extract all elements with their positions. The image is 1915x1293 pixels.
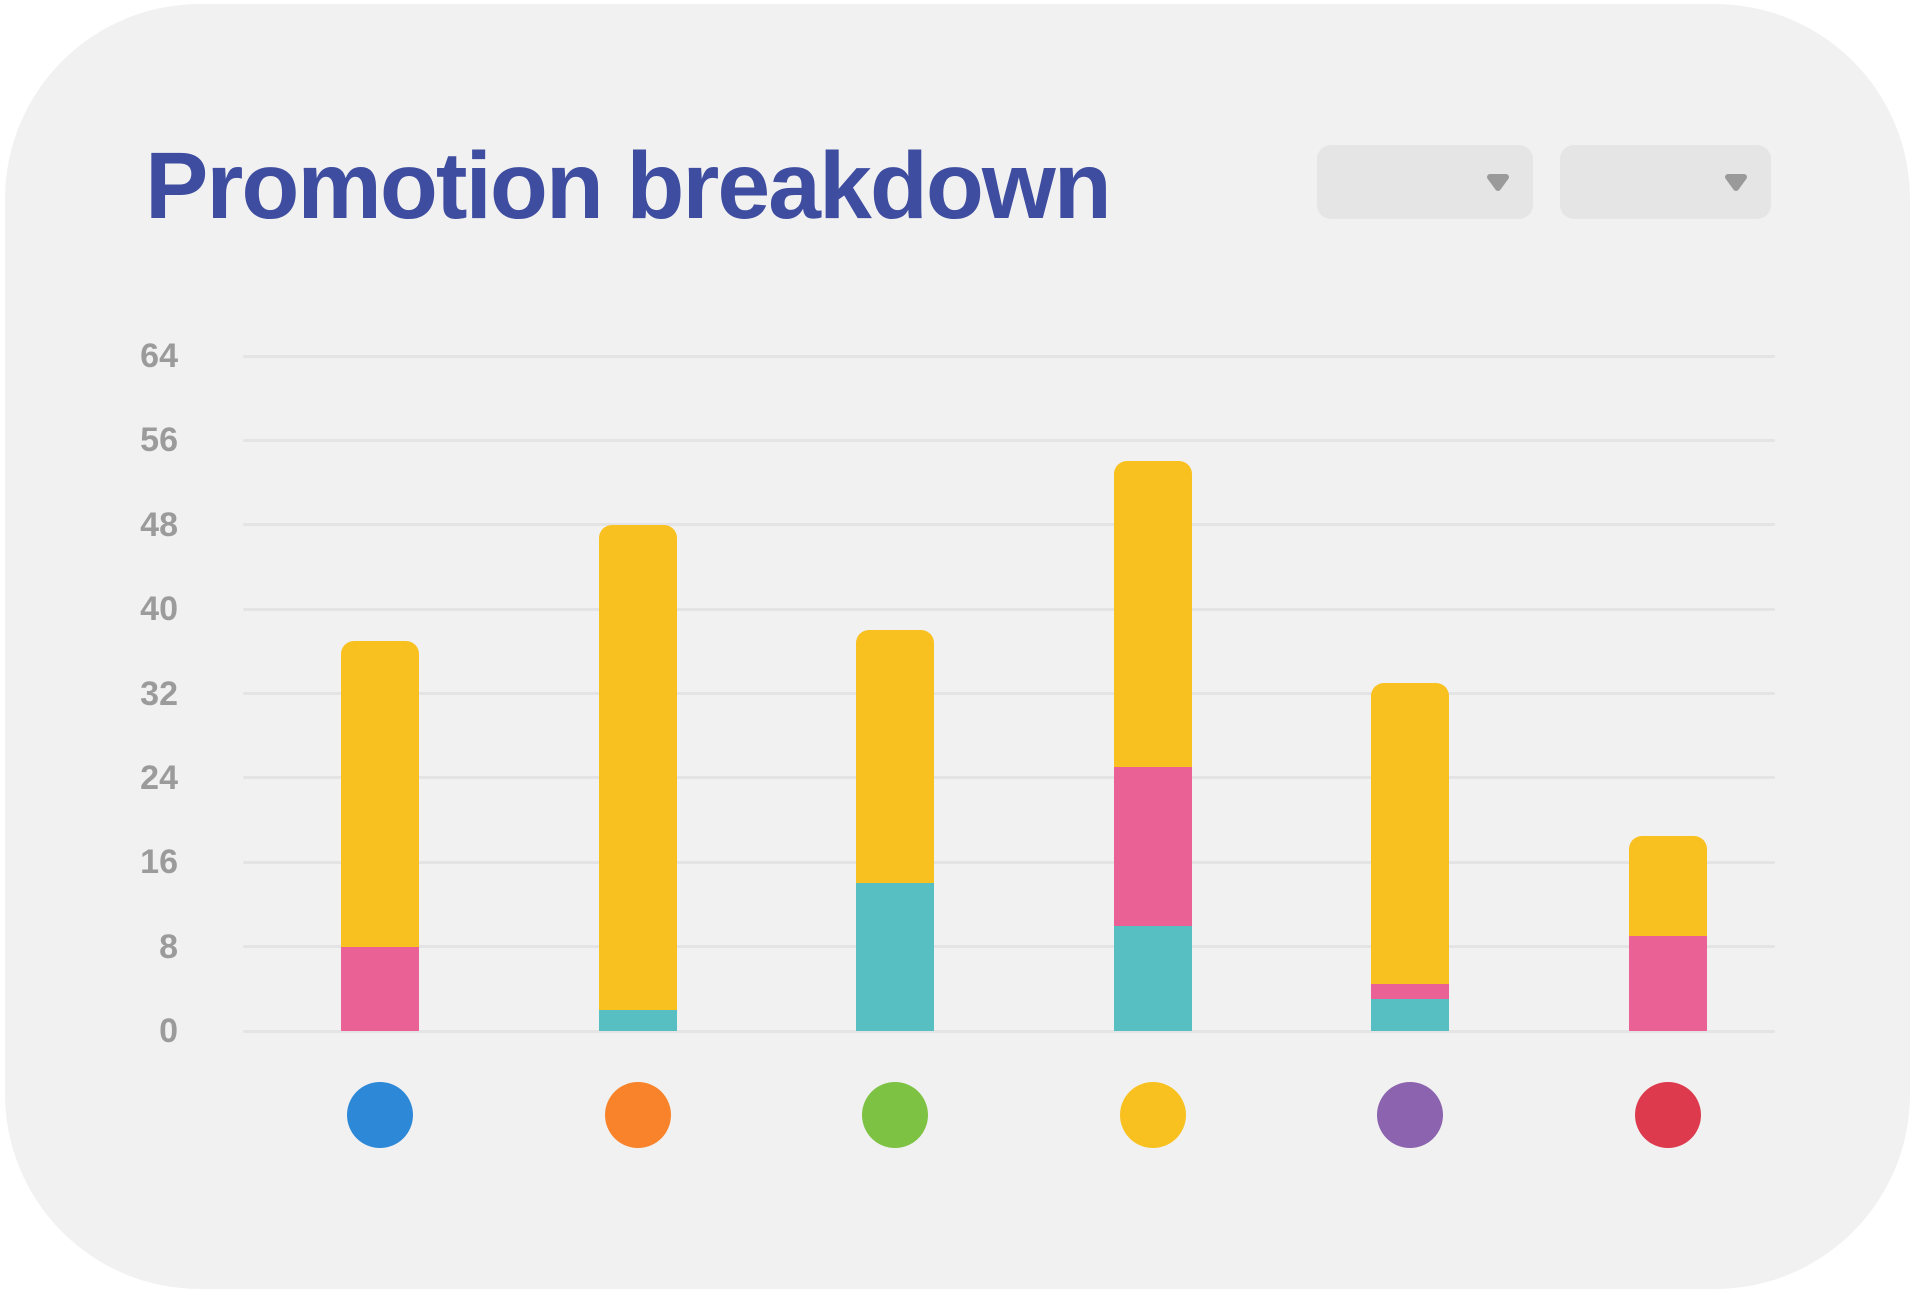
chevron-down-icon: [1723, 172, 1749, 192]
gridline: [243, 692, 1775, 695]
category-dot-red-dot: [1635, 1082, 1701, 1148]
bar-column-red-dot[interactable]: [1629, 835, 1707, 1031]
gridline: [243, 607, 1775, 611]
y-axis-tick-label: 0: [159, 1012, 178, 1050]
filter-dropdown-2[interactable]: [1560, 145, 1771, 219]
bar-segment-teal: [598, 1009, 677, 1031]
y-axis-tick-label: 40: [140, 590, 178, 629]
bar-segment-teal: [856, 883, 935, 1031]
bar-segment-pink: [341, 946, 419, 1031]
category-dot-blue-dot: [347, 1082, 413, 1148]
bar-segment-yellow: [1629, 835, 1707, 937]
bar-segment-yellow: [1371, 682, 1450, 984]
bar-segment-pink: [1113, 767, 1192, 926]
gridline: [243, 776, 1775, 780]
gridline: [243, 354, 1775, 358]
y-axis-tick-label: 32: [140, 674, 178, 713]
gridline: [243, 1029, 1775, 1033]
y-axis-tick-label: 64: [140, 337, 178, 375]
chevron-down-icon: [1485, 172, 1511, 192]
y-axis-tick-label: 16: [140, 843, 178, 882]
bar-segment-pink: [1629, 936, 1707, 1031]
category-dot-green-dot: [862, 1082, 929, 1148]
bar-segment-yellow: [598, 524, 677, 1010]
bar-column-purple-dot[interactable]: [1371, 682, 1450, 1031]
bar-column-orange-dot[interactable]: [598, 524, 677, 1031]
page-title: Promotion breakdown: [145, 133, 1112, 239]
y-axis-tick-label: 56: [140, 421, 178, 460]
bar-segment-pink: [1371, 983, 1450, 1000]
bar-column-blue-dot[interactable]: [341, 640, 419, 1031]
bar-segment-yellow: [1113, 461, 1192, 768]
category-dot-orange-dot: [604, 1082, 671, 1148]
gridline: [243, 945, 1775, 949]
filter-dropdown-1[interactable]: [1317, 145, 1533, 219]
y-axis-tick-label: 24: [140, 758, 178, 797]
bar-segment-teal: [1371, 999, 1450, 1031]
gridline: [243, 523, 1775, 527]
bar-column-green-dot[interactable]: [856, 630, 935, 1031]
bar-segment-yellow: [341, 640, 419, 947]
y-axis-tick-label: 48: [140, 505, 178, 544]
y-axis-tick-label: 8: [159, 927, 178, 966]
bar-column-yellow-dot[interactable]: [1113, 461, 1192, 1031]
gridline: [243, 438, 1775, 442]
category-dot-yellow-dot: [1119, 1082, 1186, 1148]
bar-segment-yellow: [856, 630, 935, 884]
gridline: [243, 860, 1775, 864]
category-dot-purple-dot: [1377, 1082, 1444, 1148]
bar-segment-teal: [1113, 925, 1192, 1031]
